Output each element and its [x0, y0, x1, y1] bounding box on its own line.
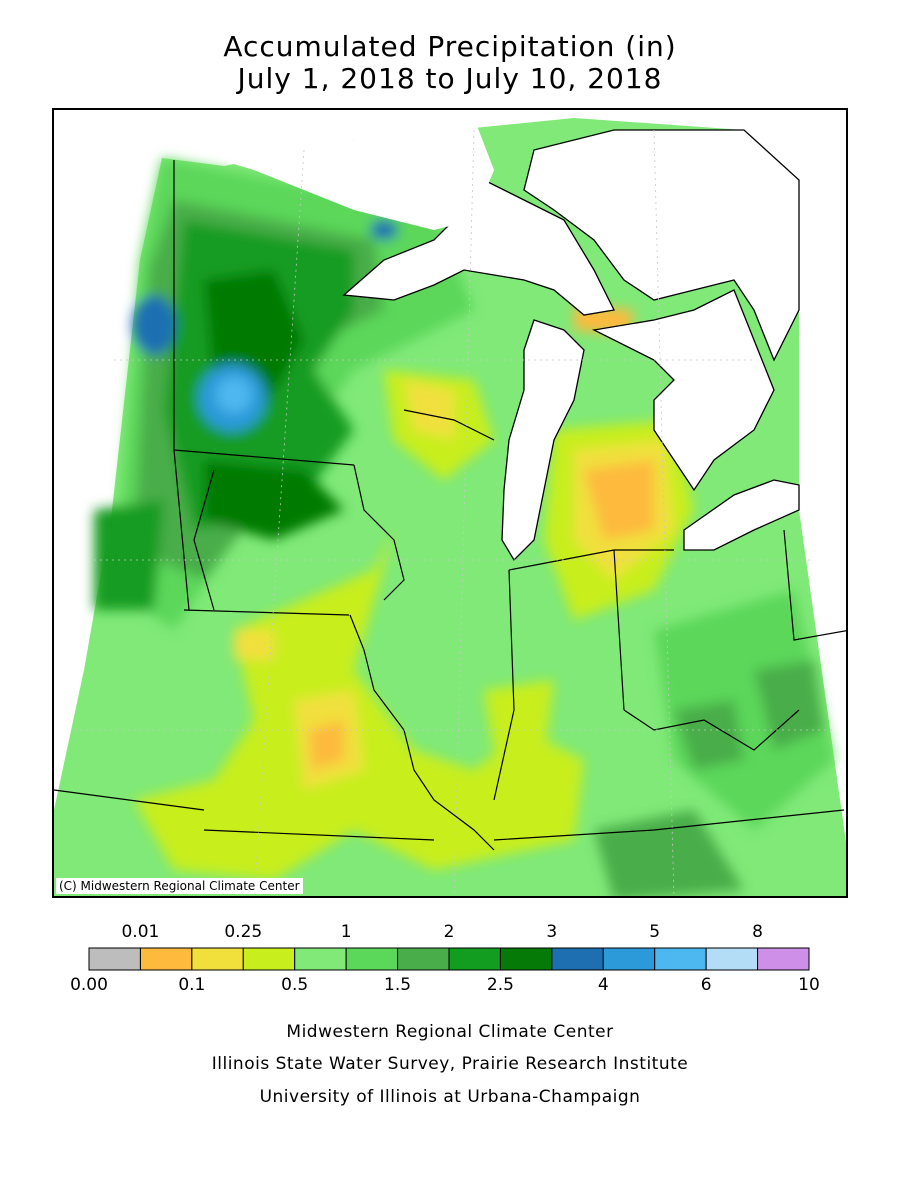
state-border [173, 449, 355, 466]
legend-top-label: 2 [443, 922, 455, 942]
map-canvas [54, 118, 846, 896]
state-border [183, 609, 350, 616]
legend-top-label: 0.01 [121, 922, 160, 942]
state-border [783, 529, 846, 641]
legend-swatch [345, 947, 399, 971]
legend-swatch [191, 947, 244, 971]
canada-west-region [220, 118, 494, 230]
state-border [54, 789, 205, 811]
state-border [173, 160, 190, 611]
map-date-range: July 1, 2018 to July 10, 2018 [237, 62, 663, 95]
legend-swatch [397, 947, 450, 971]
legend-bottom-label: 1.5 [384, 975, 412, 995]
legend-swatch [139, 947, 193, 971]
legend-top-label: 1 [340, 922, 352, 942]
precip-zone [674, 700, 744, 770]
precip-zone [370, 220, 398, 240]
footer-org: Midwestern Regional Climate Center [286, 1022, 614, 1042]
precip-zone [234, 630, 274, 660]
map-title: Accumulated Precipitation (in) [223, 30, 677, 63]
state-border [349, 614, 495, 851]
state-border [353, 464, 405, 601]
state-border [203, 829, 435, 841]
legend-bottom-label: 0.00 [70, 975, 108, 995]
legend-top-label: 5 [649, 922, 661, 942]
precip-zone [216, 377, 252, 413]
precip-zone [404, 380, 454, 440]
legend-bottom-label: 6 [700, 975, 712, 995]
precipitation-map: (C) Midwestern Regional Climate Center [52, 108, 848, 898]
legend-top-label: 8 [752, 922, 763, 942]
legend-top-label: 3 [546, 922, 558, 942]
legend-swatch [88, 947, 141, 971]
precip-zone [132, 295, 176, 355]
precip-zone [204, 460, 344, 540]
precip-zone [309, 720, 344, 770]
precip-zone [134, 530, 584, 880]
state-border [613, 549, 625, 711]
copyright-notice: (C) Midwestern Regional Climate Center [56, 878, 303, 894]
legend-swatch [499, 947, 553, 971]
legend-swatch [551, 947, 604, 971]
legend-bottom-label: 10 [798, 975, 820, 995]
precip-zone [754, 660, 824, 750]
state-border [623, 709, 800, 751]
lake-michigan [501, 319, 585, 562]
precip-zone [654, 590, 834, 830]
legend-swatch [294, 947, 347, 971]
legend-bottom-label: 2.5 [486, 975, 514, 995]
legend-top-label: 0.25 [224, 922, 263, 942]
legend-swatch [242, 947, 296, 971]
precip-zone [484, 680, 554, 760]
state-border [493, 809, 845, 841]
canada-region [523, 129, 800, 362]
legend-swatch [448, 947, 501, 971]
state-border [403, 409, 495, 441]
legend-bottom-label: 4 [597, 975, 609, 995]
color-legend: 0.01 0.25 1 2 3 5 8 0.00 0.1 0.5 1.5 2.5 4 6 10 [0, 920, 900, 1000]
legend-swatch [654, 947, 707, 971]
precip-zone [584, 460, 654, 540]
lake-erie [683, 479, 800, 551]
legend-bottom-label: 0.5 [281, 975, 309, 995]
legend-bar [88, 947, 810, 971]
footer-university: University of Illinois at Urbana-Champai… [259, 1087, 641, 1107]
legend-swatch [757, 947, 810, 971]
precip-zone [94, 500, 164, 610]
county-grid [653, 129, 675, 896]
legend-bottom-label: 0.1 [178, 975, 206, 995]
footer-survey: Illinois State Water Survey, Prairie Res… [211, 1054, 689, 1074]
state-border [493, 569, 515, 801]
state-border [193, 469, 215, 611]
legend-swatch [705, 947, 759, 971]
lake-huron [591, 289, 775, 492]
legend-swatch [602, 947, 656, 971]
county-grid [453, 129, 475, 896]
